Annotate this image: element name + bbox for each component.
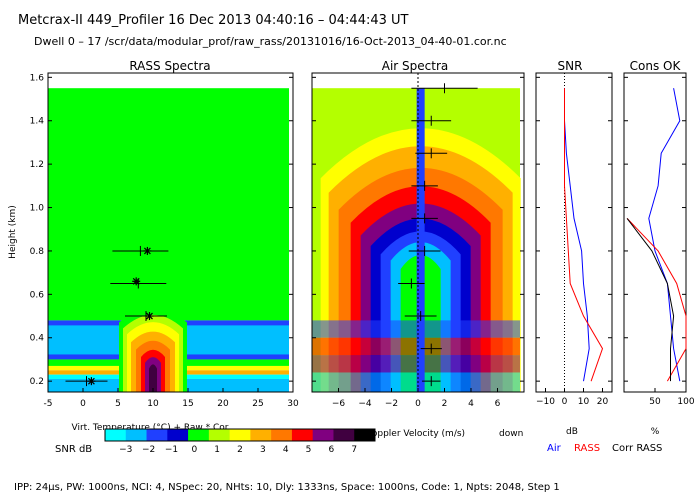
colorbar-tick-label: −1 [165,445,178,455]
colorbar-tick-label: 2 [237,445,243,455]
header-line-2: Dwell 0 – 17 /scr/data/modular_prof/raw_… [34,35,507,48]
snr-xtick-label: 20 [597,397,609,407]
header-line-1: Metcrax-II 449_Profiler 16 Dec 2013 04:4… [18,13,409,28]
air-x-label-down: down [499,429,523,439]
air-center-column [416,88,425,392]
colorbar-tick-label: 0 [191,445,197,455]
snr-xtick-label: 0 [562,397,568,407]
cons-xtick-label: 100 [677,397,694,407]
rass-cor-marker [87,377,96,386]
air-xtick-label: −4 [358,399,372,409]
air-x-label: Doppler Velocity (m/s) [365,429,465,439]
rass-xtick-label: 10 [147,399,159,409]
y-axis-label: Height (km) [8,205,18,259]
colorbar-swatch [105,429,127,441]
plots-layer: 0.20.40.60.81.01.21.41.6-5 0 5 10 15 20 25 30 −6… [30,72,695,409]
rass-cor-marker [145,312,154,321]
colorbar-tick-label: 5 [306,445,312,455]
colorbar-label: SNR dB [55,444,92,455]
colorbar-tick-label: 1 [214,445,220,455]
air-xtick-label: −2 [385,399,398,409]
rass-cor-stroke [143,247,151,255]
air-low-band [312,320,520,338]
colorbar-swatch [312,429,334,441]
cons-panel-frame [623,72,687,393]
rass-cor-marker [143,246,152,255]
rass-xtick-label: -5 [44,399,53,409]
colorbar-swatch [208,429,231,441]
y-tick-label: 1.0 [30,204,45,214]
colorbar-swatch [271,429,293,441]
colorbar-tick-label: 4 [283,445,289,455]
rass-xtick-label: 0 [80,399,86,409]
snr-xtick-label: −10 [536,397,555,407]
y-tick-label: 0.2 [30,377,44,387]
air-title: Air Spectra [382,59,449,73]
rass-cor-stroke [132,277,140,285]
air-xtick-label: 4 [468,399,474,409]
snr-panel-frame [535,72,613,393]
legend-air: Air [547,443,562,454]
snr-line-air [564,88,590,382]
colorbar-swatch [229,429,251,441]
air-xtick-label: −6 [332,399,346,409]
cons-line-air [648,88,681,382]
rass-xtick-label: 25 [252,399,263,409]
rass-cor-stroke [146,312,153,320]
cons-xtick-label: 50 [649,397,661,407]
colorbar-tick-label: −2 [142,445,155,455]
snr-line-rass [564,88,604,382]
rass-xtick-label: 30 [287,399,299,409]
footer-info: IPP: 24μs, PW: 1000ns, NCI: 4, NSpec: 20… [14,482,560,493]
y-tick-label: 0.6 [30,290,45,300]
colorbar-tick-label: 3 [260,445,266,455]
snr-title: SNR [558,59,583,73]
air-xtick-label: 6 [495,399,501,409]
y-tick-label: 0.8 [30,247,45,257]
rass-title: RASS Spectra [129,59,210,73]
colorbar-swatch [333,429,355,441]
y-tick-label: 1.6 [30,73,45,83]
y-tick-label: 1.4 [30,117,45,127]
colorbar-swatch [167,429,189,441]
colorbar-swatch [125,429,148,441]
snr-x-label: dB [566,427,578,437]
rass-panel-frame [47,72,294,393]
air-xtick-label: 0 [415,399,421,409]
cons-x-label: % [651,427,660,437]
air-low-band [312,337,520,356]
rass-x-label: Virt. Temperature (°C) + Raw * Cor [72,423,229,433]
colorbar-swatch [250,429,272,441]
air-low-band [312,355,520,373]
air-low-band [312,372,520,392]
rass-cor-marker [132,277,141,286]
rass-cor-stroke [87,377,95,385]
colorbar: −3 −2 −1 0 1 2 3 4 5 6 7 [104,428,376,455]
y-tick-label: 1.2 [30,160,44,170]
snr-xtick-label: 10 [578,397,590,407]
colorbar-swatch [291,429,314,441]
legend-rass: RASS [574,443,600,454]
rass-plume-contour [149,364,157,392]
colorbar-tick-label: 6 [329,445,335,455]
rass-noise-region [48,88,289,321]
rass-xtick-label: 15 [182,399,193,409]
colorbar-swatch [146,429,168,441]
rass-xtick-label: 20 [217,399,229,409]
cons-line-rass [626,218,687,382]
cons-title: Cons OK [630,59,682,73]
cons-line-corr-rass [626,218,675,382]
colorbar-tick-label: −3 [119,445,132,455]
rass-xtick-label: 5 [115,399,121,409]
colorbar-swatch [354,429,376,441]
legend-corr-rass: Corr RASS [612,443,662,454]
colorbar-tick-label: 7 [351,445,357,455]
y-tick-label: 0.4 [30,334,45,344]
colorbar-swatch [188,429,210,441]
air-xtick-label: 2 [442,399,448,409]
colorbar-frame [104,428,376,442]
